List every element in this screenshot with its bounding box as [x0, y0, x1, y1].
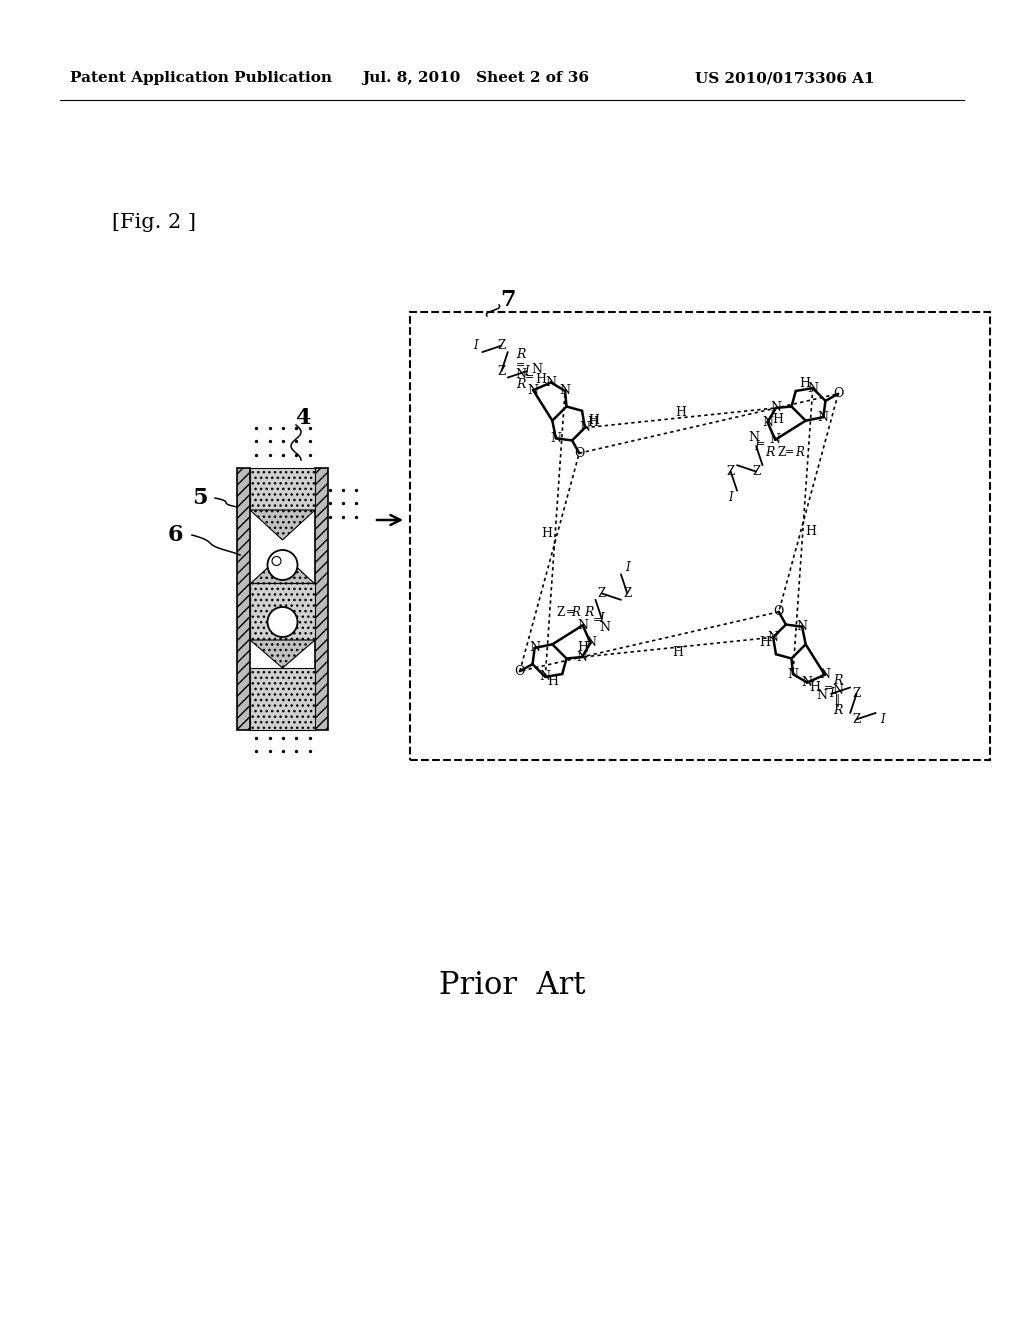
Bar [250, 668, 315, 730]
Bar [237, 469, 250, 730]
Polygon shape [250, 554, 315, 583]
Text: Z: Z [556, 606, 564, 619]
Text: N: N [770, 401, 781, 414]
Text: N: N [531, 363, 542, 376]
Text: N: N [802, 676, 813, 689]
Text: N: N [807, 381, 818, 395]
Text: O: O [515, 665, 525, 677]
Text: H: H [548, 676, 559, 688]
Polygon shape [250, 510, 315, 540]
Text: R: R [584, 606, 593, 619]
Text: R: R [516, 348, 525, 362]
Text: =: = [516, 359, 525, 370]
Text: US 2010/0173306 A1: US 2010/0173306 A1 [695, 71, 874, 84]
Text: [Fig. 2 ]: [Fig. 2 ] [112, 213, 196, 231]
Text: R: R [796, 446, 804, 459]
Text: N: N [818, 411, 828, 424]
Text: =: = [823, 684, 834, 693]
Text: Z: Z [752, 465, 760, 478]
Text: R: R [833, 675, 842, 686]
Text: R: R [833, 704, 842, 717]
Text: N: N [550, 432, 561, 445]
Text: I: I [599, 612, 604, 626]
Text: N: N [578, 619, 588, 632]
Text: N: N [787, 668, 799, 681]
Text: =: = [756, 440, 765, 450]
Text: O: O [574, 446, 585, 459]
Text: O: O [833, 387, 844, 400]
Text: 6: 6 [168, 524, 183, 546]
Text: H: H [760, 636, 771, 648]
Text: N: N [580, 421, 591, 434]
Text: H: H [589, 414, 599, 428]
Text: N: N [749, 430, 759, 444]
Text: H: H [799, 376, 810, 389]
Text: H: H [805, 524, 816, 537]
Polygon shape [250, 640, 315, 668]
Bar [315, 469, 328, 730]
Text: Jul. 8, 2010   Sheet 2 of 36: Jul. 8, 2010 Sheet 2 of 36 [362, 71, 589, 84]
Text: N: N [762, 416, 773, 429]
Text: Z: Z [498, 364, 506, 378]
Text: I: I [754, 440, 759, 453]
Text: =: = [565, 607, 575, 618]
Text: I: I [474, 339, 478, 352]
Text: 7: 7 [500, 289, 515, 312]
Text: I: I [880, 713, 885, 726]
Text: N: N [540, 671, 551, 684]
Text: R: R [516, 378, 525, 391]
Text: N: N [831, 684, 843, 697]
Text: N: N [770, 433, 780, 446]
Text: N: N [527, 384, 539, 397]
Text: H: H [588, 416, 598, 429]
Text: N: N [546, 376, 556, 389]
Text: H: H [675, 407, 686, 420]
Circle shape [267, 550, 298, 579]
Text: N: N [529, 642, 541, 655]
Text: ║: ║ [835, 694, 841, 708]
Text: Z: Z [777, 446, 785, 459]
Text: O: O [773, 606, 784, 618]
Bar [410, 312, 990, 760]
Text: H: H [810, 681, 820, 694]
Text: N: N [577, 651, 588, 664]
Text: N: N [797, 620, 808, 634]
Text: N: N [816, 689, 827, 702]
Text: I: I [524, 364, 529, 378]
Text: N: N [599, 620, 610, 634]
Text: H: H [578, 642, 588, 655]
Text: N: N [559, 384, 570, 397]
Text: N: N [819, 668, 830, 681]
Text: H: H [772, 413, 783, 425]
Text: Patent Application Publication: Patent Application Publication [70, 71, 332, 84]
Text: H: H [542, 528, 553, 540]
Circle shape [272, 557, 281, 565]
Text: H: H [672, 645, 683, 659]
Circle shape [267, 607, 298, 638]
Bar [250, 583, 315, 640]
Text: =: = [785, 447, 795, 458]
Text: =: = [593, 615, 602, 626]
Bar [250, 469, 315, 510]
Text: Prior  Art: Prior Art [438, 969, 586, 1001]
Text: Z: Z [852, 688, 861, 701]
Text: =: = [525, 372, 535, 381]
Text: I: I [625, 561, 630, 574]
Text: I: I [828, 688, 834, 701]
Text: 5: 5 [193, 487, 208, 510]
Text: N: N [515, 368, 526, 381]
Text: N: N [768, 631, 778, 644]
Text: 4: 4 [295, 407, 310, 429]
Text: Z: Z [598, 587, 606, 599]
Text: R: R [571, 606, 581, 619]
Text: Z: Z [624, 587, 632, 599]
Text: H: H [536, 374, 547, 385]
Text: R: R [765, 446, 774, 459]
Text: Z: Z [498, 339, 506, 352]
Text: Z: Z [727, 465, 735, 478]
Text: I: I [728, 491, 733, 503]
Text: N: N [585, 636, 596, 649]
Text: Z: Z [852, 713, 861, 726]
